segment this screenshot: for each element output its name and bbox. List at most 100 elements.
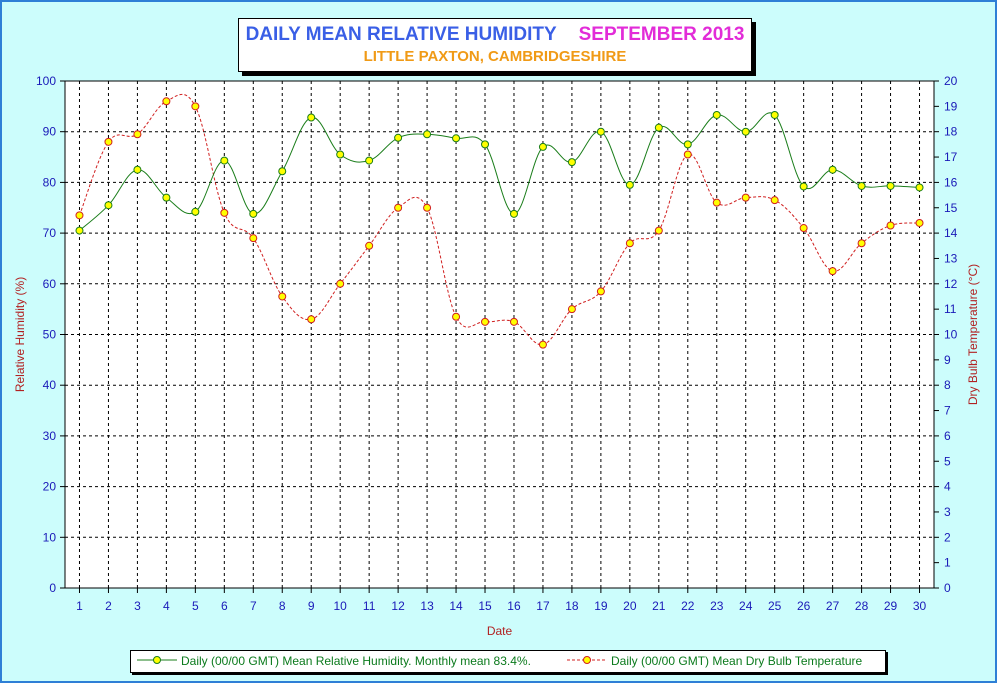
title-box: DAILY MEAN RELATIVE HUMIDITY SEPTEMBER 20… <box>238 18 752 72</box>
temperature-point <box>423 203 432 212</box>
temperature-point <box>75 211 84 220</box>
x-tick-label: 26 <box>797 599 811 613</box>
humidity-point <box>712 110 721 119</box>
y2-axis-title: Dry Bulb Temperature (°C) <box>966 264 980 405</box>
y2-tick-label: 15 <box>944 201 958 215</box>
temperature-point <box>249 234 258 243</box>
chart-title: DAILY MEAN RELATIVE HUMIDITY <box>245 24 557 45</box>
y2-tick-label: 7 <box>944 404 951 418</box>
y2-tick-label: 0 <box>944 581 951 595</box>
y2-tick-label: 3 <box>944 505 951 519</box>
y2-tick-label: 4 <box>944 480 951 494</box>
y2-tick-label: 12 <box>944 277 958 291</box>
x-tick-label: 5 <box>192 599 199 613</box>
humidity-point <box>886 181 895 190</box>
temperature-point <box>596 287 605 296</box>
humidity-point <box>741 127 750 136</box>
temperature-point <box>162 97 171 106</box>
humidity-point <box>75 226 84 235</box>
temperature-point <box>104 137 113 146</box>
y2-tick-label: 19 <box>944 99 958 113</box>
humidity-point <box>596 127 605 136</box>
plot-border <box>64 80 935 589</box>
temperature-point <box>770 196 779 205</box>
humidity-point <box>133 165 142 174</box>
humidity-point <box>162 193 171 202</box>
y2-tick-label: 5 <box>944 454 951 468</box>
y-tick-label: 70 <box>43 226 57 240</box>
x-tick-label: 21 <box>652 599 666 613</box>
humidity-point <box>828 165 837 174</box>
legend-temperature: Daily (00/00 GMT) Mean Dry Bulb Temperat… <box>611 654 863 668</box>
humidity-point <box>278 167 287 176</box>
chart-subtitle: LITTLE PAXTON, CAMBRIDGESHIRE <box>363 48 627 65</box>
x-tick-label: 16 <box>507 599 521 613</box>
y2-tick-label: 20 <box>944 74 958 88</box>
humidity-point <box>336 150 345 159</box>
legend-swatch-humidity <box>137 656 177 664</box>
temperature-point <box>654 226 663 235</box>
chart-month: SEPTEMBER 2013 <box>578 24 745 45</box>
x-tick-label: 19 <box>594 599 608 613</box>
x-tick-label: 11 <box>363 599 376 613</box>
x-tick-label: 13 <box>420 599 434 613</box>
temperature-point <box>452 312 461 321</box>
humidity-point <box>249 209 258 218</box>
x-tick-label: 22 <box>681 599 695 613</box>
x-tick-label: 7 <box>250 599 257 613</box>
humidity-point <box>365 156 374 165</box>
temperature-point <box>683 150 692 159</box>
y2-tick-label: 9 <box>944 353 951 367</box>
title-line: DAILY MEAN RELATIVE HUMIDITY SEPTEMBER 20… <box>239 24 751 46</box>
temperature-point <box>307 315 316 324</box>
y2-tick-label: 16 <box>944 175 958 189</box>
legend-swatch-temperature <box>567 656 607 664</box>
temperature-point <box>828 267 837 276</box>
y2-tick-label: 8 <box>944 378 951 392</box>
humidity-point <box>423 130 432 139</box>
humidity-point <box>538 142 547 151</box>
temperature-point <box>741 193 750 202</box>
y-tick-label: 100 <box>36 74 56 88</box>
temperature-point <box>625 239 634 248</box>
temperature-point <box>394 203 403 212</box>
temperature-point <box>886 221 895 230</box>
humidity-point <box>307 113 316 122</box>
x-tick-label: 30 <box>913 599 927 613</box>
y2-tick-label: 11 <box>944 302 957 316</box>
humidity-point <box>509 209 518 218</box>
legend-humidity: Daily (00/00 GMT) Mean Relative Humidity… <box>181 654 531 668</box>
temperature-point <box>915 218 924 227</box>
humidity-point <box>915 183 924 192</box>
x-tick-label: 3 <box>134 599 141 613</box>
x-tick-label: 10 <box>334 599 348 613</box>
x-tick-label: 1 <box>76 599 83 613</box>
legend: Daily (00/00 GMT) Mean Relative Humidity… <box>130 650 886 673</box>
temperature-point <box>336 279 345 288</box>
humidity-point <box>567 158 576 167</box>
temperature-point <box>799 224 808 233</box>
y-tick-label: 80 <box>43 175 57 189</box>
x-tick-label: 27 <box>826 599 840 613</box>
x-tick-label: 20 <box>623 599 637 613</box>
humidity-point <box>625 180 634 189</box>
x-tick-label: 28 <box>855 599 869 613</box>
x-tick-label: 15 <box>478 599 492 613</box>
y-tick-label: 30 <box>43 429 57 443</box>
humidity-point <box>770 110 779 119</box>
x-tick-label: 12 <box>391 599 405 613</box>
x-tick-label: 8 <box>279 599 286 613</box>
y-tick-label: 0 <box>49 581 56 595</box>
humidity-point <box>220 156 229 165</box>
temperature-point <box>538 340 547 349</box>
humidity-point <box>857 181 866 190</box>
x-tick-label: 23 <box>710 599 724 613</box>
temperature-point <box>365 241 374 250</box>
humidity-point <box>104 201 113 210</box>
humidity-point <box>191 207 200 216</box>
y2-tick-label: 1 <box>944 556 951 570</box>
y-tick-label: 90 <box>43 125 57 139</box>
x-tick-label: 4 <box>163 599 170 613</box>
x-tick-label: 29 <box>884 599 898 613</box>
